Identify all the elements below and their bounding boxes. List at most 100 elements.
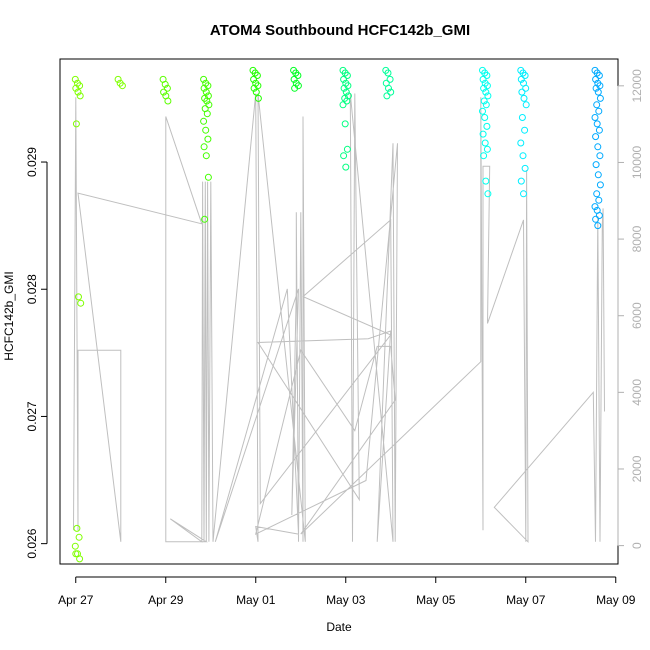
data-point — [480, 97, 488, 105]
data-point — [521, 164, 529, 172]
data-point — [201, 215, 209, 223]
data-point — [203, 97, 211, 105]
y2-tick-label: 8000 — [630, 225, 644, 252]
data-point — [72, 84, 80, 92]
data-point — [479, 75, 487, 83]
data-point — [482, 101, 490, 109]
y-tick-label: 0.028 — [25, 274, 39, 304]
y2-tick-label: 4000 — [630, 379, 644, 406]
altitude-track — [73, 93, 605, 544]
data-point — [595, 72, 603, 79]
data-point — [482, 177, 490, 185]
data-point — [200, 117, 208, 125]
data-point — [521, 72, 529, 79]
data-point — [340, 84, 348, 92]
data-point — [518, 114, 526, 121]
data-point — [75, 533, 83, 541]
data-point — [384, 69, 392, 77]
data-point — [202, 126, 210, 134]
data-point — [479, 107, 486, 115]
plot-frame — [59, 58, 619, 565]
data-point — [294, 72, 302, 79]
data-point — [202, 152, 210, 160]
data-point — [596, 94, 604, 102]
data-point — [592, 215, 600, 223]
data-point — [343, 72, 351, 79]
x-tick-label: Apr 27 — [58, 593, 94, 607]
data-point — [252, 88, 260, 96]
data-point — [290, 75, 298, 83]
data-point — [340, 152, 348, 160]
data-point — [340, 75, 348, 83]
data-point — [200, 75, 208, 83]
data-point — [204, 135, 212, 143]
data-point — [520, 190, 527, 198]
data-point — [200, 84, 208, 92]
data-point — [291, 84, 299, 92]
data-point — [72, 120, 80, 128]
data-point — [595, 126, 603, 134]
y-tick-label: 0.029 — [25, 147, 39, 177]
y-tick-label: 0.026 — [25, 528, 39, 558]
data-point — [71, 542, 79, 550]
data-point — [76, 92, 84, 100]
data-point — [481, 139, 489, 147]
data-point — [592, 75, 600, 83]
data-point — [520, 94, 528, 102]
data-point — [386, 75, 394, 83]
data-point — [483, 145, 491, 153]
data-point — [479, 130, 487, 138]
data-point — [250, 75, 258, 83]
data-point — [161, 80, 169, 88]
data-point — [73, 524, 81, 532]
data-point — [519, 152, 527, 160]
data-point — [518, 88, 526, 96]
y2-tick-label: 10000 — [630, 145, 644, 179]
data-point — [205, 101, 213, 109]
data-point — [77, 299, 85, 307]
data-point — [484, 190, 492, 198]
data-point — [72, 550, 80, 558]
data-point — [343, 97, 351, 105]
altitude-line — [73, 93, 605, 544]
x-axis: Apr 27 Apr 29 May 01 May 03 May 05 May 07 May … — [58, 576, 636, 607]
x-axis-label: Date — [326, 620, 352, 634]
data-point — [592, 161, 600, 169]
x-tick-label: May 09 — [596, 593, 636, 607]
data-point — [591, 203, 599, 211]
data-point — [253, 72, 261, 79]
data-point — [341, 120, 349, 128]
data-point — [595, 196, 603, 204]
x-tick-label: Apr 29 — [148, 593, 184, 607]
data-point — [342, 88, 350, 96]
data-point — [595, 212, 603, 219]
y-axis: 0.026 0.027 0.028 0.029 — [25, 147, 48, 559]
data-point — [254, 94, 262, 102]
data-point — [481, 114, 489, 121]
y2-axis: 0 2000 4000 6000 8000 10000 12000 — [617, 69, 644, 549]
data-point — [522, 84, 530, 92]
data-point — [75, 293, 82, 301]
data-point — [164, 97, 172, 105]
data-point — [383, 92, 391, 100]
data-point — [594, 88, 602, 96]
data-point — [342, 163, 350, 171]
data-point — [203, 110, 211, 118]
data-point — [596, 181, 604, 189]
y2-tick-label: 6000 — [630, 302, 644, 329]
data-point — [517, 177, 525, 185]
x-tick-label: May 03 — [326, 593, 366, 607]
y2-tick-label: 12000 — [630, 69, 644, 103]
data-point — [521, 126, 529, 134]
y2-tick-label: 0 — [630, 542, 644, 549]
data-point — [343, 145, 351, 153]
data-point — [522, 101, 530, 109]
data-point — [118, 82, 126, 90]
data-point — [594, 143, 602, 151]
data-point — [484, 92, 492, 100]
y-tick-label: 0.027 — [25, 401, 39, 431]
data-point — [517, 139, 525, 147]
data-point — [592, 84, 600, 92]
data-point — [202, 88, 210, 96]
